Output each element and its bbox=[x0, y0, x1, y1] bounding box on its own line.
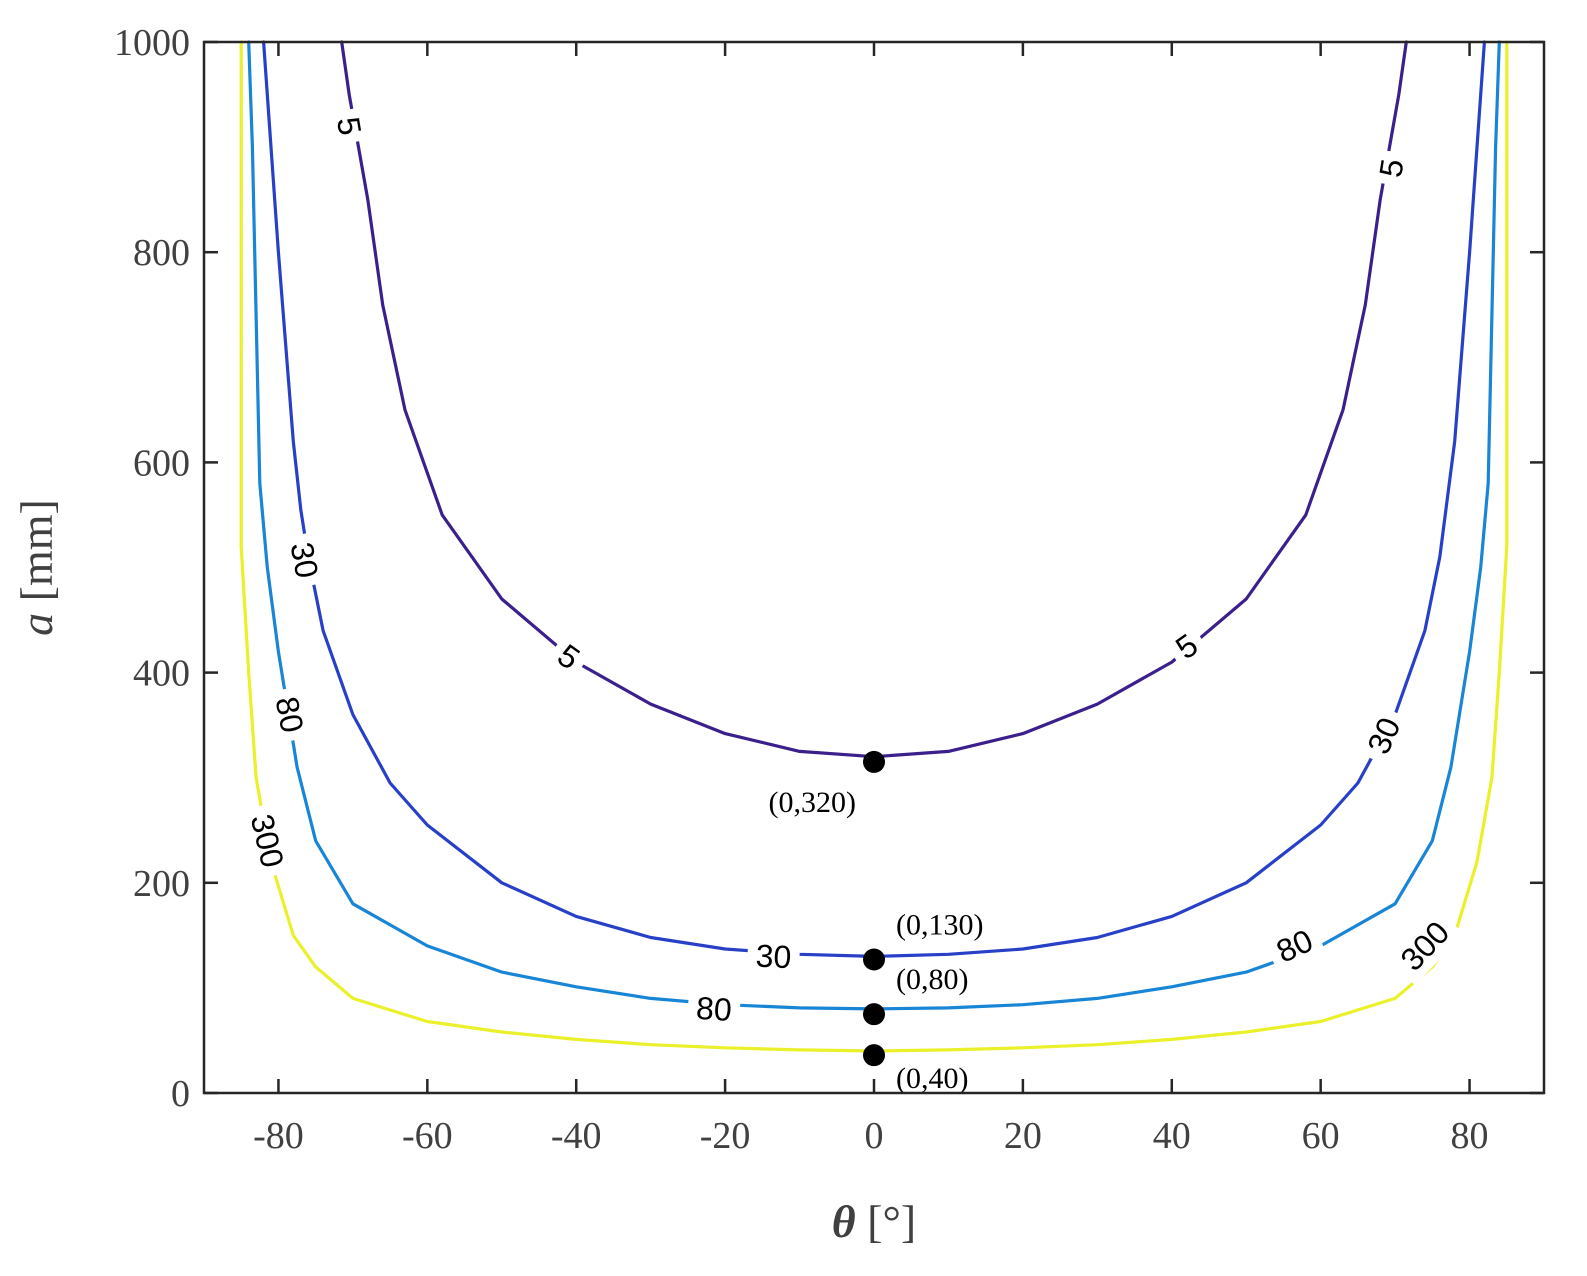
y-tick-labels: 0 200 400 600 800 1000 bbox=[114, 22, 190, 1115]
y-axis-symbol: a bbox=[11, 613, 62, 636]
contour-label-gap bbox=[1355, 703, 1413, 768]
contour-label-gap bbox=[1161, 620, 1212, 673]
contour-label-30: 30 bbox=[755, 938, 792, 976]
x-axis-unit: [°] bbox=[856, 1196, 917, 1247]
y-tick-label: 800 bbox=[133, 232, 190, 274]
marker-point bbox=[863, 948, 885, 971]
marker-point bbox=[863, 1003, 885, 1026]
x-tick-label: 0 bbox=[865, 1115, 884, 1157]
x-tick-label: 60 bbox=[1302, 1115, 1340, 1157]
axis-ticks bbox=[204, 40, 1544, 1095]
x-tick-label: 80 bbox=[1451, 1115, 1489, 1157]
y-tick-label: 400 bbox=[133, 653, 190, 695]
y-tick-label: 1000 bbox=[114, 22, 190, 64]
x-tick-label: 20 bbox=[1004, 1115, 1042, 1157]
contour-label-gap bbox=[746, 935, 801, 978]
x-tick-label: -40 bbox=[551, 1115, 602, 1157]
marked-points: (0,320) (0,130) (0,80) (0,40) bbox=[769, 750, 983, 1095]
y-tick-label: 200 bbox=[133, 863, 190, 905]
x-tick-label: -20 bbox=[700, 1115, 751, 1157]
contour-label-gap bbox=[1262, 916, 1327, 975]
x-tick-label: 40 bbox=[1153, 1115, 1191, 1157]
contour-label-5: 5 bbox=[1372, 156, 1410, 179]
y-axis-unit: [mm] bbox=[11, 499, 62, 613]
marker-point bbox=[863, 750, 885, 773]
contour-label-80: 80 bbox=[268, 694, 310, 736]
x-axis-symbol: θ bbox=[832, 1196, 856, 1247]
point-label: (0,130) bbox=[896, 909, 983, 942]
point-label: (0,40) bbox=[896, 1062, 968, 1095]
y-axis-title: a [mm] bbox=[11, 499, 62, 636]
x-tick-labels: -80 -60 -40 -20 0 20 40 60 80 bbox=[253, 1115, 1488, 1157]
x-tick-label: -60 bbox=[402, 1115, 453, 1157]
y-tick-label: 600 bbox=[133, 442, 190, 484]
contour-label-gap bbox=[1369, 148, 1414, 188]
point-label: (0,320) bbox=[769, 786, 856, 819]
contour-label-gap bbox=[543, 630, 594, 683]
x-tick-label: -80 bbox=[253, 1115, 304, 1157]
contour-label-gap bbox=[1385, 906, 1464, 986]
x-axis-title: θ [°] bbox=[832, 1196, 916, 1247]
y-tick-label: 0 bbox=[171, 1073, 190, 1115]
point-label: (0,80) bbox=[896, 963, 968, 996]
contour-label-gap bbox=[686, 987, 742, 1031]
contour-label-5: 5 bbox=[330, 114, 368, 137]
contour-label-gap bbox=[264, 685, 315, 744]
contour-label-gap bbox=[326, 106, 372, 146]
contour-label-gap bbox=[280, 530, 329, 590]
contour-label-30: 30 bbox=[284, 539, 326, 581]
contour-label-gap bbox=[239, 801, 295, 880]
marker-point bbox=[863, 1044, 885, 1067]
contour-label-80: 80 bbox=[695, 990, 733, 1028]
